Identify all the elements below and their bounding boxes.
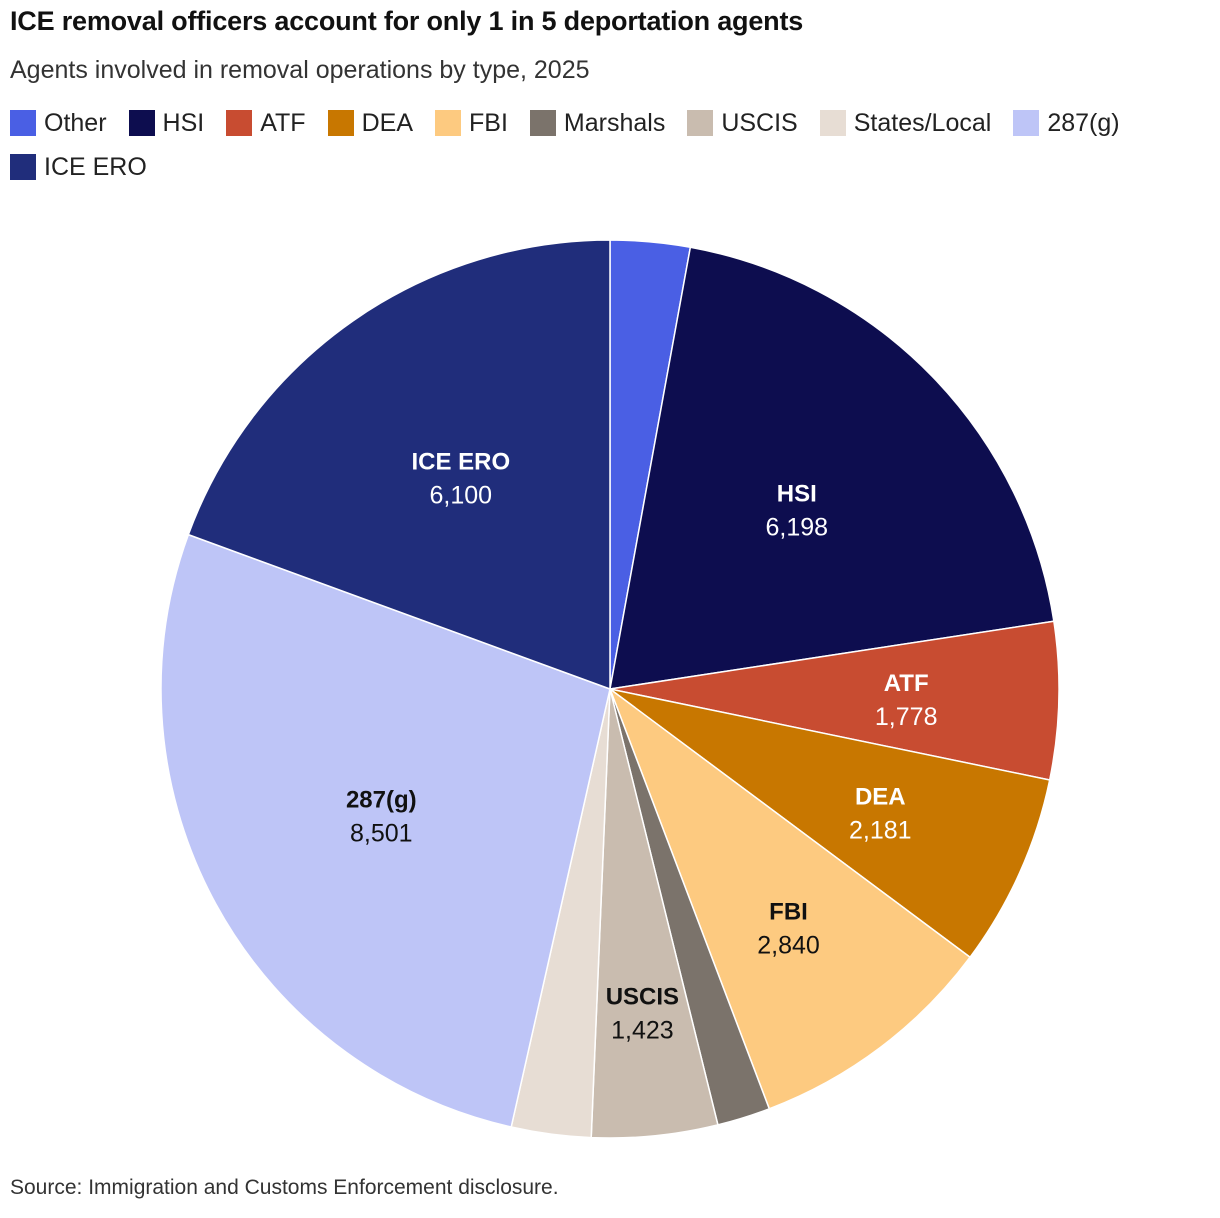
legend-swatch [226,110,253,136]
legend-item-8: 287(g) [1013,106,1120,140]
legend-swatch [1013,110,1040,136]
slice-label-value: 8,501 [350,820,413,848]
legend-label: Marshals [563,108,666,137]
legend-item-0: Other [10,106,107,140]
legend-item-3: DEA [327,106,413,140]
pie-slice-dea [609,688,1051,958]
legend-swatch [529,110,556,136]
legend-label: HSI [162,108,205,137]
slice-label-name: HSI [777,481,817,508]
legend-item-2: ATF [226,106,306,140]
legend-item-4: FBI [435,106,508,140]
slice-label-value: 2,181 [849,816,912,844]
legend-swatch [687,110,714,136]
legend-label: FBI [469,108,508,137]
legend-label: Other [44,108,107,137]
slice-label-name: USCIS [606,984,679,1011]
legend-label: DEA [361,108,413,137]
pie-slice-ice-ero [187,239,611,690]
legend-label: ATF [260,108,306,137]
legend-label: USCIS [721,108,798,137]
pie-slice-fbi [609,688,971,1110]
pie-slice-atf [609,620,1060,781]
slice-label-name: 287(g) [346,787,417,814]
legend-item-1: HSI [128,106,205,140]
legend-item-7: States/Local [819,106,992,140]
slice-label-name: DEA [855,783,906,810]
source-note: Source: Immigration and Customs Enforcem… [10,1176,559,1199]
pie-slice-hsi [609,246,1055,690]
slice-label-value: 2,840 [757,932,820,960]
pie-slices [160,239,1060,1139]
legend-item-6: USCIS [687,106,798,140]
legend-item-5: Marshals [529,106,666,140]
legend-label: States/Local [853,108,992,137]
slice-label-value: 1,423 [611,1017,674,1045]
legend-swatch [128,110,155,136]
slice-label-value: 6,198 [766,514,829,542]
slice-label-name: FBI [769,899,808,926]
slice-label-name: ATF [884,670,929,697]
legend-item-9: ICE ERO [10,150,147,184]
slice-label-value: 1,778 [875,703,938,731]
pie-slice-287-g [160,533,611,1128]
legend-swatch [819,110,846,136]
slice-label-value: 6,100 [430,482,493,510]
pie-labels: HSI 6,198 ATF 1,778 DEA 2,181 FBI 2,840 USCIS 1,4… [346,449,938,1045]
legend-label: ICE ERO [44,152,147,181]
legend-label: 287(g) [1047,108,1120,137]
chart-subtitle: Agents involved in removal operations by… [10,56,590,84]
legend-swatch [10,154,36,180]
chart-legend: Other HSI ATF DEA FBI Marshals USCIS States/Loc… [10,106,1190,184]
legend-swatch [10,110,36,136]
chart-title: ICE removal officers account for only 1 … [10,6,804,36]
legend-swatch [435,110,461,136]
legend-swatch [327,110,354,136]
slice-label-name: ICE ERO [411,449,510,476]
